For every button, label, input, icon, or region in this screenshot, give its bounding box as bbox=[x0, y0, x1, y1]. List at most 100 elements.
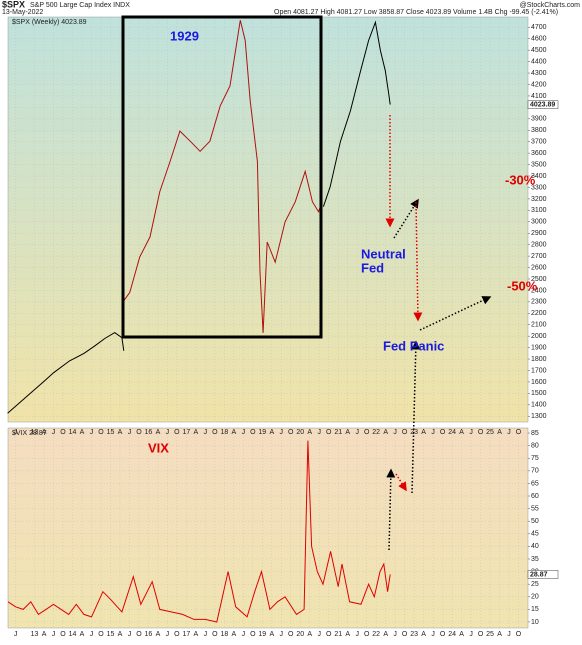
x-tick-label: J bbox=[317, 429, 321, 436]
x-tick-label: J bbox=[469, 631, 473, 638]
y-tick-label: 1300 bbox=[531, 413, 547, 420]
y-tick-label: 50 bbox=[531, 518, 539, 525]
y-tick-label: 2400 bbox=[531, 287, 547, 294]
x-tick-label: 23 bbox=[410, 631, 418, 638]
y-tick-label: 80 bbox=[531, 442, 539, 449]
x-tick-label: J bbox=[204, 429, 208, 436]
x-tick-label: A bbox=[80, 429, 85, 436]
x-tick-label: J bbox=[393, 429, 397, 436]
annotation: -30% bbox=[505, 172, 536, 187]
x-tick-label: 21 bbox=[334, 429, 342, 436]
x-tick-label: 14 bbox=[69, 631, 77, 638]
x-tick-label: J bbox=[90, 429, 94, 436]
last-value-tag bbox=[527, 100, 559, 109]
x-tick-label: O bbox=[60, 429, 66, 436]
y-tick-label: 3600 bbox=[531, 150, 547, 157]
x-tick-label: O bbox=[440, 631, 446, 638]
y-tick-label: 4400 bbox=[531, 58, 547, 65]
y-tick-label: 1700 bbox=[531, 367, 547, 374]
x-tick-label: O bbox=[516, 429, 522, 436]
x-tick-label: O bbox=[250, 429, 256, 436]
x-tick-label: A bbox=[383, 429, 388, 436]
x-tick-label: J bbox=[355, 631, 359, 638]
symbol: $SPX bbox=[2, 0, 25, 9]
x-tick-label: J bbox=[242, 631, 246, 638]
x-tick-label: O bbox=[402, 631, 408, 638]
x-tick-label: A bbox=[194, 631, 199, 638]
x-tick-label: A bbox=[232, 429, 237, 436]
x-tick-label: O bbox=[136, 429, 142, 436]
x-tick-label: 18 bbox=[220, 429, 228, 436]
x-tick-label: O bbox=[136, 631, 142, 638]
x-tick-label: 17 bbox=[182, 429, 190, 436]
y-tick-label: 1900 bbox=[531, 344, 547, 351]
x-tick-label: O bbox=[288, 631, 294, 638]
x-tick-label: O bbox=[174, 631, 180, 638]
y-tick-label: 4100 bbox=[531, 93, 547, 100]
x-tick-label: A bbox=[345, 429, 350, 436]
x-tick-label: J bbox=[204, 631, 208, 638]
x-tick-label: 16 bbox=[145, 429, 153, 436]
x-tick-label: O bbox=[402, 429, 408, 436]
y-tick-label: 3300 bbox=[531, 184, 547, 191]
x-tick-label: A bbox=[42, 631, 47, 638]
y-tick-label: 1800 bbox=[531, 356, 547, 363]
x-tick-label: 15 bbox=[107, 631, 115, 638]
x-tick-label: O bbox=[364, 631, 370, 638]
series-line bbox=[7, 20, 391, 414]
y-tick-label: 3500 bbox=[531, 161, 547, 168]
x-tick-label: O bbox=[250, 631, 256, 638]
x-tick-label: J bbox=[317, 631, 321, 638]
y-tick-label: 3200 bbox=[531, 196, 547, 203]
y-tick-label: 65 bbox=[531, 480, 539, 487]
x-tick-label: A bbox=[269, 631, 274, 638]
x-tick-label: 22 bbox=[372, 429, 380, 436]
y-tick-label: 45 bbox=[531, 531, 539, 538]
source: @StockCharts.com bbox=[520, 2, 581, 9]
y-tick-label: 55 bbox=[531, 505, 539, 512]
y-tick-label: 35 bbox=[531, 556, 539, 563]
y-tick-label: 2200 bbox=[531, 310, 547, 317]
overlay-label: 1929 bbox=[170, 28, 199, 43]
y-tick-label: 3800 bbox=[531, 127, 547, 134]
y-tick-label: 3400 bbox=[531, 173, 547, 180]
y-tick-label: 4600 bbox=[531, 36, 547, 43]
price-panel bbox=[7, 16, 529, 423]
y-tick-label: 4300 bbox=[531, 70, 547, 77]
index-name: S&P 500 Large Cap Index INDX bbox=[30, 2, 130, 9]
x-tick-label: J bbox=[280, 429, 284, 436]
legend-spx: $SPX (Weekly) 4023.89 bbox=[12, 19, 87, 26]
x-tick-label: A bbox=[118, 429, 123, 436]
last-value-label: 4023.89 bbox=[530, 101, 555, 108]
x-tick-label: O bbox=[326, 631, 332, 638]
x-tick-label: 25 bbox=[486, 631, 494, 638]
y-tick-label: 60 bbox=[531, 493, 539, 500]
x-tick-label: O bbox=[516, 631, 522, 638]
x-tick-label: J bbox=[14, 631, 18, 638]
x-tick-label: J bbox=[355, 429, 359, 436]
x-tick-label: A bbox=[307, 631, 312, 638]
x-tick-label: 22 bbox=[372, 631, 380, 638]
y-tick-label: 20 bbox=[531, 594, 539, 601]
annotation: Fed bbox=[361, 260, 384, 275]
x-tick-label: 25 bbox=[486, 429, 494, 436]
y-tick-label: 85 bbox=[531, 430, 539, 437]
y-tick-label: 2000 bbox=[531, 333, 547, 340]
annotation: VIX bbox=[148, 440, 169, 455]
x-tick-label: A bbox=[42, 429, 47, 436]
x-tick-label: 23 bbox=[410, 429, 418, 436]
vix-panel bbox=[7, 427, 529, 629]
x-tick-label: O bbox=[212, 429, 218, 436]
x-tick-label: 24 bbox=[448, 631, 456, 638]
y-tick-label: 4500 bbox=[531, 47, 547, 54]
x-tick-label: A bbox=[80, 631, 85, 638]
x-tick-label: A bbox=[421, 429, 426, 436]
x-tick-label: A bbox=[156, 631, 161, 638]
x-tick-label: 16 bbox=[145, 631, 153, 638]
x-tick-label: O bbox=[478, 631, 484, 638]
y-tick-label: 3900 bbox=[531, 116, 547, 123]
1929-box bbox=[121, 15, 323, 339]
y-tick-label: 75 bbox=[531, 455, 539, 462]
x-tick-label: O bbox=[288, 429, 294, 436]
